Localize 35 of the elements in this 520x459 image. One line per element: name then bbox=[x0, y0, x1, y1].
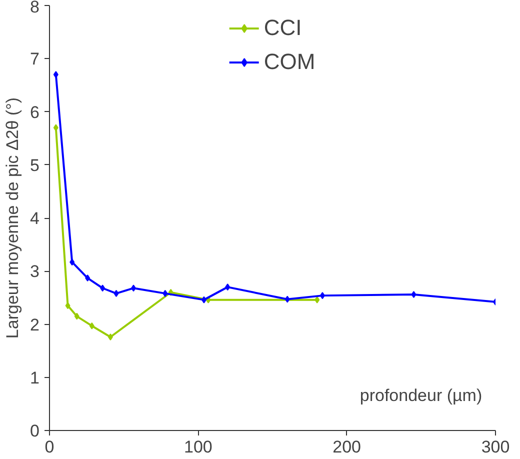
y-tick-label: 5 bbox=[30, 156, 40, 175]
y-tick-label: 2 bbox=[30, 315, 40, 334]
point bbox=[85, 274, 90, 282]
point bbox=[108, 334, 113, 340]
point bbox=[130, 284, 136, 292]
point bbox=[314, 296, 320, 304]
point bbox=[284, 296, 290, 303]
point bbox=[53, 124, 58, 132]
point bbox=[320, 292, 325, 300]
point bbox=[201, 296, 206, 304]
point bbox=[225, 284, 230, 291]
x-tick-label: 100 bbox=[184, 438, 212, 456]
x-tick-label: 300 bbox=[481, 438, 510, 456]
y-tick-label: 8 bbox=[30, 0, 40, 16]
x-tick-label: 200 bbox=[332, 438, 362, 456]
x-axis-title: profondeur (µm) bbox=[360, 386, 482, 405]
point bbox=[65, 302, 70, 310]
y-tick-label: 4 bbox=[30, 209, 40, 228]
point bbox=[411, 291, 416, 298]
y-tick-label: 3 bbox=[30, 262, 40, 282]
point bbox=[89, 322, 94, 330]
point bbox=[100, 284, 106, 292]
legend-label: CCI bbox=[264, 15, 302, 41]
legend-label: COM bbox=[264, 49, 316, 75]
y-tick-label: 1 bbox=[30, 368, 40, 388]
point bbox=[162, 290, 168, 297]
point bbox=[53, 71, 58, 78]
point bbox=[70, 258, 75, 266]
y-tick-label: 6 bbox=[30, 102, 40, 122]
x-tick-label: 0 bbox=[44, 438, 54, 456]
point bbox=[74, 312, 80, 320]
y-tick-label: 0 bbox=[30, 422, 40, 440]
point bbox=[114, 290, 119, 297]
y-axis-title: Largeur moyenne de pic Δ2θ (°) bbox=[3, 97, 22, 339]
y-tick-label: 7 bbox=[30, 50, 40, 69]
